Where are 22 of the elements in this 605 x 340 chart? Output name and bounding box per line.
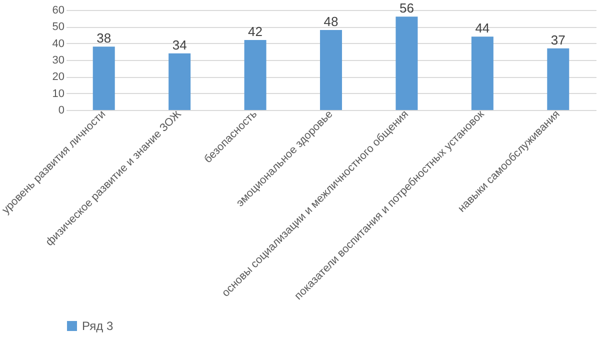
bar xyxy=(547,48,570,110)
y-tick-label: 40 xyxy=(52,38,64,50)
bar xyxy=(396,16,418,110)
data-label: 42 xyxy=(248,24,263,39)
y-tick-label: 20 xyxy=(52,71,64,84)
bar xyxy=(168,53,191,110)
data-label: 38 xyxy=(96,30,112,46)
y-tick-label: 0 xyxy=(58,104,64,116)
legend-label: Ряд 3 xyxy=(82,319,114,333)
bar xyxy=(471,36,494,110)
data-label: 34 xyxy=(172,37,187,52)
y-tick-label: 50 xyxy=(52,21,64,34)
y-tick-label: 10 xyxy=(52,88,64,100)
data-label: 44 xyxy=(475,20,490,36)
data-label: 48 xyxy=(324,14,338,29)
bar xyxy=(320,30,342,110)
y-tick-label: 30 xyxy=(52,54,64,66)
bar xyxy=(244,40,266,110)
bar xyxy=(92,46,115,110)
y-tick-label: 60 xyxy=(52,4,64,16)
data-label: 37 xyxy=(550,32,566,48)
data-label: 56 xyxy=(399,0,414,16)
